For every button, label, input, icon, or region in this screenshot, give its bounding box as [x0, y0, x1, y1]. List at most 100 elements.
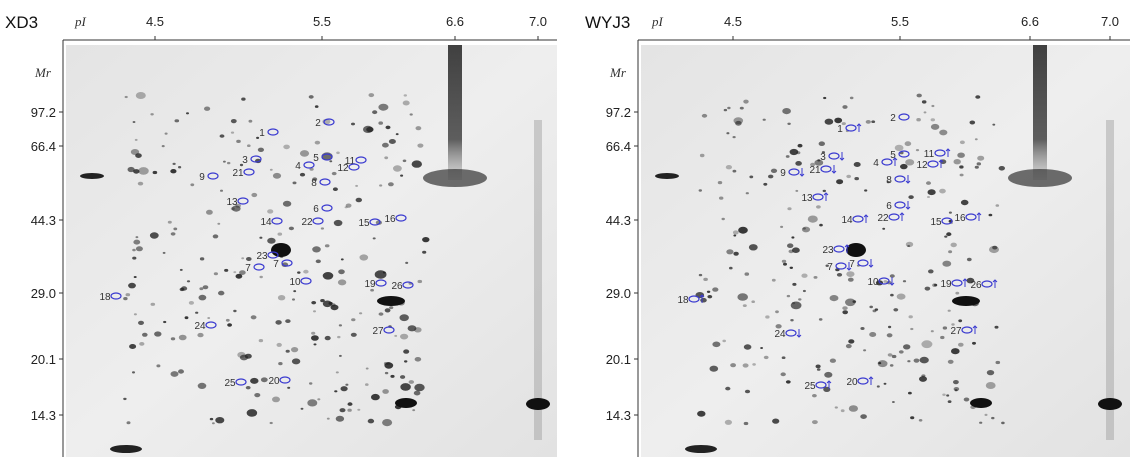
gel-spot [889, 274, 895, 278]
gel-spot [181, 286, 188, 291]
gel-lane [1106, 120, 1114, 440]
gel-spot [311, 301, 317, 305]
spot-circle [688, 295, 700, 303]
mr-tick-label: 20.1 [606, 352, 631, 367]
gel-spot [80, 173, 104, 179]
gel-spot [335, 415, 345, 422]
gel-spot [408, 380, 414, 384]
gel-spot [285, 349, 290, 353]
gel-spot [340, 258, 344, 261]
gel-spot [825, 264, 829, 267]
gel-spot [900, 163, 908, 170]
spot-label: 15 [358, 218, 370, 229]
spot-label: 4 [873, 158, 879, 169]
gel-spot [267, 237, 276, 244]
gel-spot [212, 422, 215, 425]
gel-spot [763, 355, 769, 360]
gel-spot [287, 386, 291, 389]
gel-spot [378, 103, 389, 111]
gel-spot [953, 159, 961, 165]
gel-spot [372, 110, 378, 115]
gel-spot [699, 153, 705, 158]
gel-spot [241, 257, 245, 260]
gel-spot [763, 182, 768, 186]
gel-spot [311, 331, 316, 335]
gel-spot [315, 259, 321, 264]
gel-spot [950, 242, 957, 248]
gel-spot [156, 364, 161, 368]
gel-spot [250, 315, 257, 320]
gel-spot [802, 289, 806, 293]
gel-spot [995, 360, 1001, 365]
gel-spot [785, 155, 790, 158]
spot-label: 12 [916, 160, 928, 171]
gel-spot [745, 192, 749, 195]
spot-circle [369, 218, 381, 226]
gel-spot [162, 251, 166, 254]
gel-spot [340, 386, 348, 392]
gel-spot [842, 306, 848, 310]
gel-spot [334, 390, 338, 393]
spot-label: 1 [259, 128, 265, 139]
gel-spot [359, 312, 363, 315]
gel-spot [132, 121, 136, 123]
gel-spot [138, 167, 149, 175]
gel-spot [128, 282, 136, 289]
gel-spot [824, 118, 834, 125]
gel-spot [768, 174, 774, 179]
gel-spot [300, 407, 304, 410]
spot-circle [852, 215, 864, 223]
gel-spot [213, 272, 218, 276]
gel-spot [874, 308, 879, 311]
gel-spot [792, 247, 800, 253]
gel-spot [908, 195, 914, 200]
gel-spot [726, 249, 734, 255]
gel-spot [902, 280, 907, 283]
gel-spot [412, 409, 416, 412]
gel-spot [403, 349, 410, 354]
gel-spot [258, 339, 264, 343]
gel-spot [291, 358, 301, 365]
gel-spot [795, 161, 802, 166]
gel-spot [907, 360, 911, 363]
mr-tick-label: 20.1 [31, 352, 56, 367]
change-arrow [976, 212, 982, 221]
spot-label: 3 [242, 155, 248, 166]
spot-circle [383, 326, 395, 334]
gel-spot [330, 304, 339, 311]
gel-spot [322, 272, 334, 280]
gel-spot [331, 171, 337, 176]
gel-spot [385, 125, 391, 130]
gel-spot [359, 254, 369, 261]
gel-spot [845, 344, 852, 349]
spot-label: 8 [311, 178, 317, 189]
gel-spot [905, 159, 915, 166]
gel-spot [789, 148, 799, 156]
gel-spot [355, 197, 362, 203]
gel-spot [801, 273, 808, 278]
gel-spot [405, 261, 409, 264]
gel-spot [787, 207, 792, 211]
gel-spot [186, 112, 189, 115]
gel-spot [395, 133, 399, 136]
spot-circle [941, 217, 953, 225]
gel-spot [339, 408, 346, 413]
spot-circle [951, 279, 963, 287]
gel-spot [724, 419, 733, 425]
gel-spot [313, 343, 317, 346]
gel-spot [960, 199, 969, 206]
gel-spot [942, 393, 946, 396]
gel-spot [790, 301, 802, 310]
gel-spot [259, 236, 263, 239]
gel-spot [129, 344, 137, 349]
gel-spot [133, 313, 137, 316]
gel-spot [946, 394, 950, 397]
gel-spot [836, 273, 843, 277]
mr-tick-label: 29.0 [31, 286, 56, 301]
gel-spot [309, 382, 313, 385]
gel-spot [744, 272, 750, 276]
change-arrow [905, 175, 911, 184]
gel-spot [526, 398, 550, 410]
spot-label: 21 [232, 168, 244, 179]
gel-spot [919, 376, 927, 382]
